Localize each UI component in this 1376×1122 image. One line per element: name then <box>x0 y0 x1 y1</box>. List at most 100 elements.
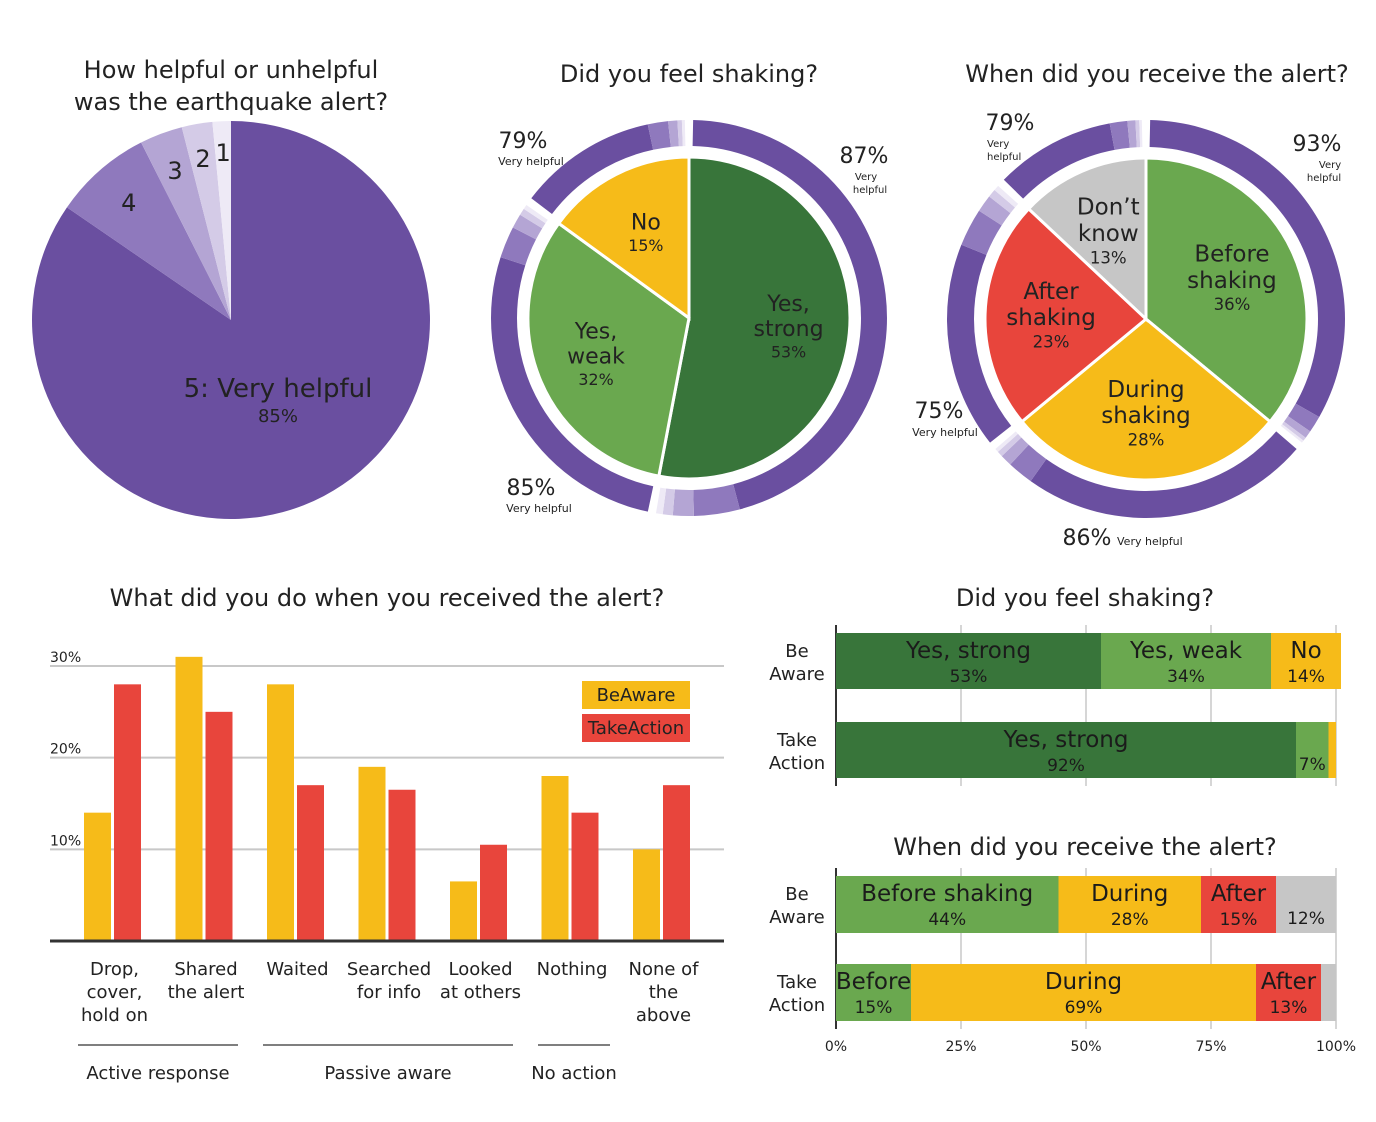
shaking-pie-ring-1-level-1 <box>523 204 548 224</box>
timing-pie-slice-pct: 23% <box>1033 333 1070 352</box>
actions-bar-takeaction <box>571 812 599 941</box>
timing-pie-ring-0-level-5 <box>1149 120 1346 417</box>
timing-pie-slice-label: know <box>1078 221 1139 247</box>
timing-stacked-segment-pct: 13% <box>1270 998 1308 1018</box>
timing-stacked-segment <box>836 876 1059 933</box>
timing-pie-slice-label: shaking <box>1101 403 1191 429</box>
timing-stacked-segment <box>911 964 1256 1021</box>
timing-stacked-row-label: Aware <box>769 907 824 928</box>
timing-stacked-title: When did you receive the alert? <box>893 833 1277 861</box>
actions-bar-beaware <box>175 656 203 941</box>
timing-stacked-row-label: Action <box>769 995 825 1016</box>
timing-stacked-segment <box>1201 876 1276 933</box>
helpfulness-slice-4 <box>66 142 231 320</box>
timing-stacked-xtick-label: 0% <box>825 1039 847 1055</box>
timing-stacked-xtick-label: 25% <box>945 1039 976 1055</box>
shaking-pie-slice-label: strong <box>754 317 824 342</box>
timing-pie-slice-label: Don’t <box>1077 195 1140 221</box>
shaking-pie-slice-label: Yes, <box>766 292 810 317</box>
timing-stacked-segment-pct: 15% <box>1220 910 1258 930</box>
actions-ytick-label: 10% <box>50 833 81 849</box>
timing-pie-ring-3-level-2 <box>1135 120 1141 148</box>
timing-stacked-segment-label: After <box>1211 881 1267 907</box>
helpfulness-main-label: 5: Very helpful <box>184 374 373 404</box>
shaking-pie-ring-pct: 85% <box>507 476 556 501</box>
timing-pie-ring-1-level-4 <box>1010 444 1047 482</box>
timing-stacked-segment <box>1276 876 1336 933</box>
timing-pie-ring-0-level-3 <box>1284 416 1311 438</box>
timing-stacked-xtick-label: 50% <box>1070 1039 1101 1055</box>
timing-stacked-segment-pct: 28% <box>1111 910 1149 930</box>
actions-category-label: Looked <box>448 959 512 980</box>
shaking-pie-slice-1 <box>526 221 691 478</box>
timing-pie-slice-pct: 36% <box>1214 295 1251 314</box>
timing-pie-slice-label: After <box>1023 279 1079 305</box>
timing-pie-ring-0-level-4 <box>1287 403 1320 432</box>
shaking-pie-slice-0 <box>657 155 852 481</box>
helpfulness-slice-label: 2 <box>195 145 210 173</box>
shaking-pie-slice-label: Yes, <box>574 319 618 344</box>
shaking-stacked-segment-pct: 53% <box>950 667 988 687</box>
shaking-pie-slice-label: No <box>631 211 661 236</box>
timing-pie-slice-2 <box>983 206 1149 424</box>
shaking-stacked-row-label: Be <box>785 641 808 662</box>
actions-category-label: hold on <box>81 1005 148 1026</box>
actions-category-label: Nothing <box>537 959 608 980</box>
timing-stacked-row-label: Be <box>785 884 808 905</box>
shaking-stacked-segment-pct: 34% <box>1167 667 1205 687</box>
shaking-pie-ring-2-level-5 <box>531 124 654 215</box>
timing-pie-ring-1-level-2 <box>997 433 1022 457</box>
shaking-pie-ring-0-level-2 <box>662 488 675 516</box>
timing-stacked-segment-label: During <box>1091 881 1168 907</box>
shaking-stacked-segment-pct: 92% <box>1047 756 1085 776</box>
timing-pie-slice-pct: 28% <box>1128 431 1165 450</box>
helpfulness-slice-label: 4 <box>121 189 136 217</box>
timing-pie-slice-1 <box>1019 317 1273 482</box>
timing-stacked-segment <box>1256 964 1321 1021</box>
shaking-pie-ring-note: helpful <box>853 185 887 196</box>
shaking-stacked-segment <box>836 633 1101 689</box>
actions-category-label: for info <box>357 982 421 1003</box>
timing-pie-ring-1-level-5 <box>1030 431 1297 518</box>
timing-pie-slice-label: shaking <box>1006 305 1096 331</box>
helpfulness-title: was the earthquake alert? <box>74 88 388 116</box>
timing-stacked-segment-label: After <box>1261 969 1317 995</box>
actions-bar-takeaction <box>480 844 507 941</box>
shaking-pie-slice-pct: 53% <box>771 343 806 362</box>
timing-pie-ring-0-level-1 <box>1280 424 1304 443</box>
timing-pie-ring-3-level-4 <box>1109 120 1130 150</box>
shaking-stacked-segment-label: Yes, weak <box>1129 638 1243 664</box>
timing-pie-ring-2-level-1 <box>994 185 1019 208</box>
timing-stacked-xtick-label: 75% <box>1195 1039 1226 1055</box>
shaking-stacked-segment-label: No <box>1290 638 1321 664</box>
timing-pie-slice-0 <box>1144 156 1309 424</box>
shaking-pie-ring-2-level-4 <box>647 121 671 150</box>
actions-bar-takeaction <box>388 789 416 941</box>
shaking-pie-ring-2-level-3 <box>668 120 679 147</box>
actions-group-label: Passive aware <box>324 1063 451 1084</box>
timing-stacked-segment-pct: 12% <box>1287 909 1325 929</box>
timing-pie-ring-1-level-1 <box>995 431 1018 452</box>
timing-pie-ring-pct: 79% <box>986 111 1035 136</box>
timing-stacked-segment-label: Before <box>836 969 911 995</box>
timing-pie-ring-note: Very helpful <box>912 426 978 439</box>
timing-stacked-segment <box>836 964 911 1021</box>
helpfulness-slice-label: 3 <box>167 157 182 185</box>
helpfulness-slice-3 <box>141 127 231 321</box>
shaking-stacked-segment <box>1296 722 1329 778</box>
shaking-pie-ring-0-level-1 <box>655 487 667 515</box>
shaking-stacked-title: Did you feel shaking? <box>956 584 1214 612</box>
timing-pie-ring-note: Very <box>1319 160 1341 171</box>
timing-pie-slice-label: During <box>1107 377 1184 403</box>
shaking-stacked-row-label: Aware <box>769 664 824 685</box>
shaking-pie-ring-0-level-5 <box>692 120 888 510</box>
timing-stacked-row-label: Take <box>776 972 817 993</box>
shaking-pie-ring-1-level-3 <box>512 214 543 240</box>
timing-pie-slice-label: Before <box>1194 241 1269 267</box>
actions-bar-takeaction <box>297 785 324 941</box>
timing-pie-ring-3-level-5 <box>1003 123 1115 199</box>
actions-bar-beaware <box>84 812 111 941</box>
actions-category-label: the alert <box>168 982 245 1003</box>
actions-bar-beaware <box>267 684 294 941</box>
